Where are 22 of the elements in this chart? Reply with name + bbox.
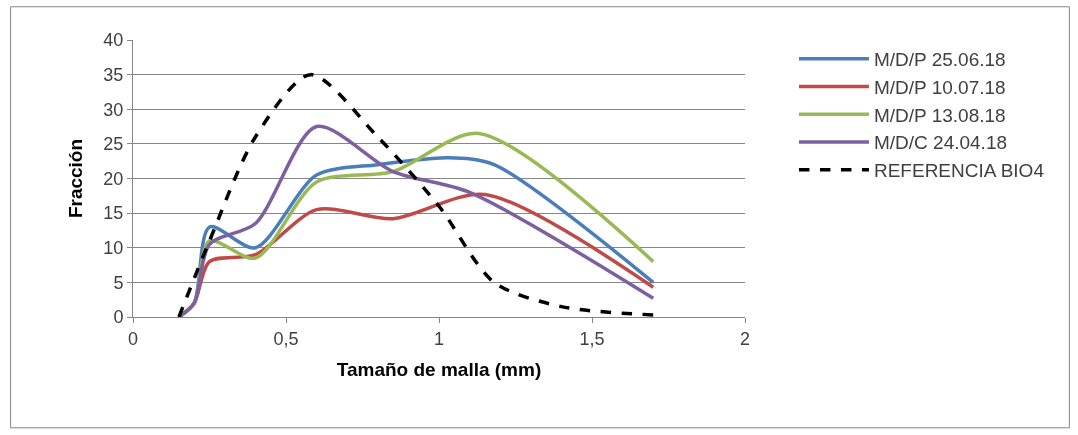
- y-tick-label: 0: [113, 307, 124, 328]
- legend-label: M/D/P 25.06.18: [873, 49, 1006, 71]
- y-tick-label: 15: [103, 203, 124, 224]
- y-tick-label: 40: [103, 30, 124, 51]
- y-axis-title: Fracción: [65, 138, 87, 219]
- y-tick-label: 25: [103, 134, 124, 155]
- x-tick-label: 1: [433, 328, 445, 349]
- legend-label: M/D/C 24.04.18: [873, 132, 1008, 154]
- legend-label: M/D/P 13.08.18: [873, 104, 1006, 126]
- line-series: [177, 72, 655, 317]
- x-tick-label: 1,5: [579, 328, 605, 349]
- y-tick-label: 10: [103, 238, 124, 259]
- y-tick-label: 30: [103, 99, 124, 120]
- x-tick-label: 0,5: [273, 328, 299, 349]
- legend-label: M/D/P 10.07.18: [873, 76, 1006, 98]
- y-tick-label: 20: [103, 168, 124, 189]
- x-tick-label: 2: [739, 328, 751, 349]
- y-tick-label: 35: [103, 64, 124, 85]
- y-tick-label: 5: [113, 272, 124, 293]
- x-axis-title: Tamaño de malla (mm): [336, 359, 542, 381]
- x-tick-label: 0: [127, 328, 139, 349]
- legend-label: REFERENCIA BIO4: [873, 160, 1045, 182]
